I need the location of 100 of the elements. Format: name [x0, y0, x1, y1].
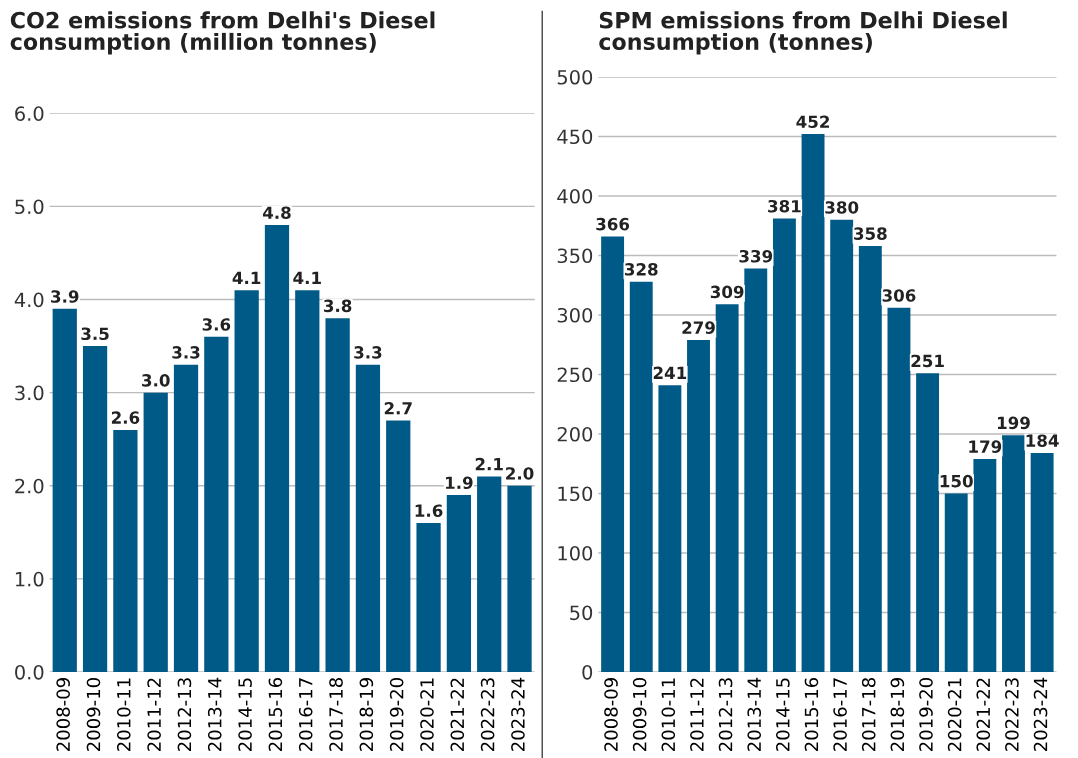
x-tick-label: 2009-10 — [632, 678, 647, 751]
bar — [446, 495, 472, 672]
data-label: 2.6 — [111, 411, 140, 424]
y-tick-label: 400 — [557, 188, 593, 204]
bar — [477, 476, 502, 672]
data-label: 358 — [854, 227, 887, 240]
bar — [715, 304, 739, 672]
data-label: 179 — [969, 440, 1002, 453]
x-tick-label: 2016-17 — [833, 678, 847, 751]
data-label: 4.1 — [293, 271, 321, 284]
x-tick-label: 2022-23 — [1005, 678, 1019, 751]
x-tick-label: 2019-20 — [919, 678, 933, 751]
x-tick-label: 2012-13 — [718, 678, 733, 751]
data-label: 309 — [710, 285, 744, 299]
y-tick-label: 350 — [557, 248, 593, 264]
y-tick-label: 1.0 — [15, 571, 44, 587]
x-tick-label: 2015-16 — [804, 677, 819, 751]
data-label: 3.9 — [51, 290, 79, 303]
data-label: 184 — [1026, 434, 1059, 447]
bar — [1002, 435, 1025, 672]
data-label: 4.8 — [262, 206, 291, 220]
x-tick-label: 2017-18 — [861, 678, 876, 751]
x-tick-label: 2018-19 — [890, 678, 905, 751]
x-tick-label: 2011-12 — [690, 678, 704, 751]
x-tick-label: 2022-23 — [480, 678, 495, 751]
y-tick-label: 200 — [557, 426, 593, 442]
y-tick-label: 450 — [557, 129, 593, 145]
data-label: 3.5 — [81, 327, 109, 341]
data-label: 3.6 — [202, 318, 231, 331]
bar — [973, 458, 997, 672]
data-label: 3.8 — [323, 299, 352, 313]
y-tick-label: 3.0 — [15, 385, 44, 401]
y-tick-label: 300 — [557, 307, 593, 323]
data-label: 3.3 — [354, 346, 382, 359]
data-label: 279 — [682, 321, 715, 334]
bar — [916, 373, 940, 672]
bar — [944, 493, 968, 672]
data-label: 251 — [911, 354, 944, 368]
x-tick-label: 2019-20 — [389, 678, 404, 751]
data-label: 339 — [739, 249, 773, 263]
x-tick-label: 2009-10 — [86, 678, 101, 751]
chart-title: CO2 emissions from Delhi's Diesel consumption (million tonnes) — [10, 11, 435, 55]
y-tick-label: 150 — [558, 486, 593, 502]
x-tick-label: 2014-15 — [776, 678, 790, 751]
bar — [601, 236, 625, 672]
x-tick-label: 2013-14 — [747, 677, 762, 751]
x-tick-label: 2015-16 — [268, 677, 283, 751]
x-tick-label: 2020-21 — [947, 678, 962, 751]
data-label: 2.7 — [384, 401, 412, 415]
y-tick-label: 250 — [557, 367, 593, 383]
data-label: 241 — [653, 366, 687, 379]
y-tick-label: 0.0 — [15, 664, 44, 680]
chart-title: SPM emissions from Delhi Diesel consumption (tonnes) — [599, 11, 1007, 55]
data-label: 3.3 — [172, 346, 200, 359]
data-label: 366 — [596, 217, 630, 231]
bar — [82, 346, 108, 672]
data-label: 3.0 — [142, 374, 170, 387]
data-label: 1.9 — [446, 476, 473, 490]
bar — [687, 339, 710, 672]
data-label: 2.0 — [506, 467, 534, 480]
x-tick-label: 2018-19 — [359, 678, 374, 751]
y-tick-label: 50 — [570, 605, 593, 621]
x-tick-label: 2014-15 — [238, 678, 252, 751]
data-label: 452 — [796, 115, 829, 129]
bar — [234, 290, 259, 672]
bar — [629, 281, 653, 672]
bar — [801, 134, 825, 672]
data-label: 328 — [624, 263, 658, 276]
bar — [830, 219, 854, 672]
bar — [887, 307, 911, 672]
x-tick-label: 2023-24 — [1033, 677, 1048, 751]
data-label: 306 — [882, 289, 916, 302]
x-tick-label: 2010-11 — [116, 678, 131, 751]
data-label: 2.1 — [475, 457, 503, 471]
bar — [52, 308, 77, 672]
x-tick-label: 2017-18 — [329, 678, 343, 751]
x-tick-label: 2012-13 — [177, 678, 192, 751]
data-label: 150 — [940, 474, 973, 488]
y-tick-label: 2.0 — [15, 478, 44, 494]
bar — [772, 218, 796, 672]
bar — [295, 290, 320, 672]
x-tick-label: 2021-22 — [450, 678, 465, 751]
x-tick-label: 2008-09 — [604, 678, 618, 751]
y-tick-label: 0 — [582, 664, 593, 680]
data-label: 1.6 — [415, 504, 443, 517]
data-label: 199 — [997, 416, 1030, 430]
data-label: 4.1 — [232, 271, 261, 284]
x-tick-label: 2023-24 — [511, 677, 525, 751]
bar — [264, 225, 290, 672]
x-tick-label: 2020-21 — [420, 678, 434, 751]
y-tick-label: 500 — [557, 69, 593, 85]
x-tick-label: 2011-12 — [147, 678, 161, 751]
y-tick-label: 4.0 — [14, 292, 44, 308]
y-tick-label: 5.0 — [15, 199, 44, 215]
x-tick-label: 2021-22 — [976, 678, 991, 751]
data-label: 380 — [825, 201, 859, 214]
y-tick-label: 6.0 — [15, 106, 44, 121]
x-tick-label: 2008-09 — [56, 678, 70, 751]
bar — [858, 245, 882, 672]
bar — [744, 268, 768, 672]
